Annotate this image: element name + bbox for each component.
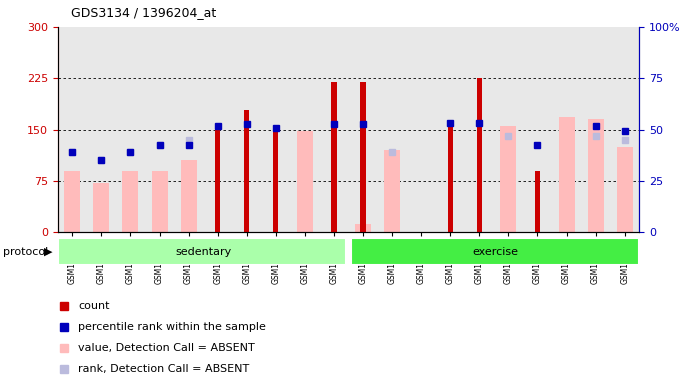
Bar (500, 126, 516, 232)
Bar (355, 224, 371, 232)
Bar (122, 170, 139, 232)
Bar (244, 111, 250, 232)
Bar (352, 238, 639, 265)
Bar (331, 82, 337, 232)
Bar (181, 161, 197, 232)
Bar (65, 170, 80, 232)
Text: exercise: exercise (473, 247, 518, 257)
Bar (273, 128, 278, 232)
Text: percentile rank within the sample: percentile rank within the sample (78, 322, 266, 332)
Bar (384, 150, 400, 232)
Text: rank, Detection Call = ABSENT: rank, Detection Call = ABSENT (78, 364, 250, 374)
Text: GDS3134 / 1396204_at: GDS3134 / 1396204_at (71, 6, 217, 19)
Text: count: count (78, 301, 109, 311)
Text: ▶: ▶ (44, 247, 53, 257)
Bar (93, 183, 109, 232)
Bar (297, 131, 313, 232)
Bar (152, 170, 167, 232)
Bar (535, 170, 540, 232)
Text: value, Detection Call = ABSENT: value, Detection Call = ABSENT (78, 343, 255, 353)
Text: sedentary: sedentary (175, 247, 231, 257)
Bar (360, 82, 366, 232)
Bar (588, 119, 604, 232)
Bar (58, 238, 345, 265)
Bar (447, 121, 453, 232)
Bar (558, 117, 575, 232)
Bar (215, 126, 220, 232)
Bar (477, 78, 482, 232)
Text: protocol: protocol (3, 247, 49, 257)
Bar (617, 147, 632, 232)
